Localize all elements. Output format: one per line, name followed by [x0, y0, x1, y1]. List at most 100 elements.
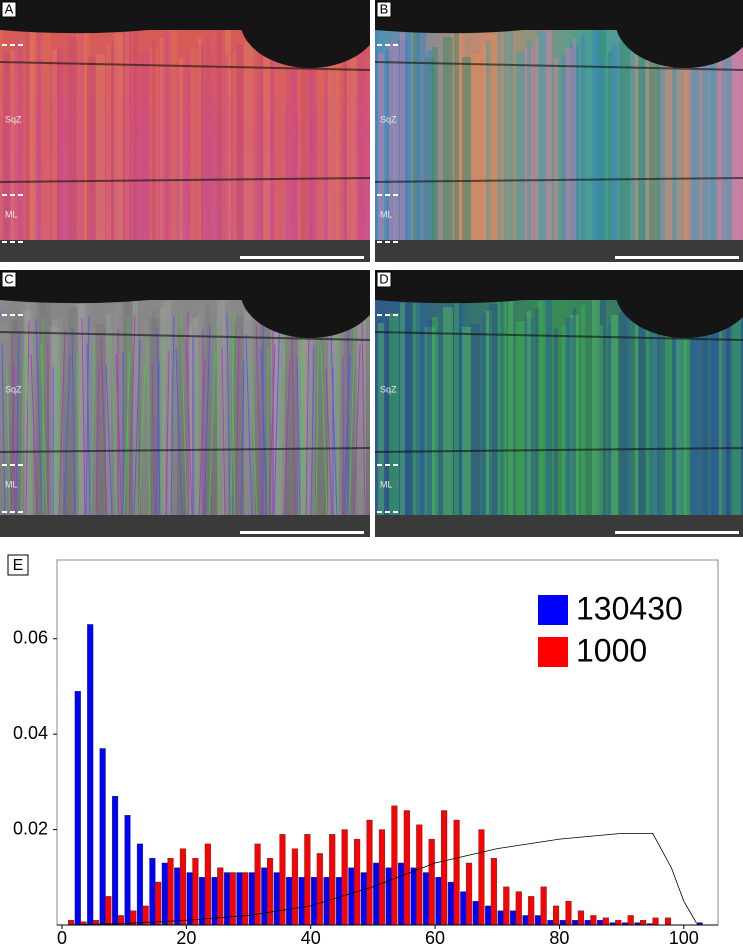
legend-label: 130430 — [576, 590, 683, 626]
boundary — [255, 323, 263, 518]
grain — [608, 322, 612, 537]
bar — [559, 920, 566, 926]
bar — [534, 915, 541, 926]
grain — [703, 316, 714, 537]
grain — [424, 57, 435, 262]
boundary — [301, 322, 306, 518]
bar — [99, 748, 106, 926]
grain — [206, 305, 210, 532]
grain — [451, 34, 462, 256]
bar — [279, 834, 286, 926]
boundary — [235, 335, 240, 518]
grain — [179, 58, 183, 262]
boundary — [231, 337, 236, 518]
boundary — [53, 364, 61, 518]
bar — [298, 877, 305, 926]
grain — [57, 47, 63, 262]
boundary — [133, 339, 141, 518]
grain — [708, 43, 711, 262]
scan-line — [375, 61, 743, 71]
grain — [462, 57, 471, 262]
scan-line — [375, 177, 743, 183]
dark-blob — [240, 0, 370, 68]
grain — [225, 325, 228, 537]
grain — [711, 306, 717, 533]
bar — [503, 886, 510, 926]
grain — [79, 27, 84, 249]
grain — [681, 26, 684, 248]
grain — [516, 321, 525, 537]
boundary — [185, 338, 193, 518]
bar — [273, 872, 280, 926]
panel-label: C — [4, 271, 13, 286]
x-tick-label: 40 — [301, 928, 321, 945]
image-panel: SqZ ML D — [375, 270, 743, 537]
bar — [435, 877, 442, 926]
panel-image — [0, 270, 370, 537]
grain — [68, 37, 78, 259]
grain — [263, 22, 270, 244]
grain — [217, 25, 225, 247]
image-panel: SqZ ML C — [0, 270, 370, 537]
grain — [152, 41, 156, 262]
grain — [133, 291, 138, 518]
boundary — [291, 332, 296, 518]
grain — [405, 300, 411, 527]
grain — [486, 311, 492, 537]
bar — [465, 862, 473, 926]
grain — [187, 55, 192, 262]
panel-label-box — [1, 271, 17, 288]
grain — [719, 33, 726, 255]
boundary — [85, 315, 90, 518]
grain — [665, 39, 672, 261]
boundary — [58, 329, 66, 518]
boundary — [325, 368, 333, 518]
grain — [84, 294, 90, 521]
grain — [497, 301, 507, 528]
bar — [341, 829, 348, 926]
boundary — [25, 320, 30, 518]
grain — [635, 299, 639, 526]
grain — [470, 324, 480, 537]
bar — [105, 896, 112, 926]
grain — [611, 45, 618, 262]
grain — [52, 320, 57, 537]
grain — [317, 326, 324, 537]
grain — [333, 43, 336, 262]
grain — [244, 312, 252, 537]
grain — [681, 296, 684, 523]
grain — [500, 294, 504, 521]
grain — [581, 35, 585, 257]
grain — [95, 324, 105, 537]
bar — [403, 810, 410, 926]
grain — [570, 45, 579, 262]
grain — [41, 20, 51, 242]
dark-edge — [0, 270, 240, 304]
grain — [190, 318, 198, 537]
bar — [167, 858, 174, 926]
boundary — [110, 328, 118, 518]
grain — [459, 24, 465, 246]
grain — [646, 329, 654, 537]
boundary — [361, 317, 366, 518]
grain — [333, 313, 336, 537]
grain — [676, 29, 687, 251]
grain — [427, 50, 432, 262]
boundary — [343, 354, 351, 518]
grain — [489, 34, 498, 256]
bar — [124, 815, 131, 926]
grain — [543, 298, 552, 525]
bar — [242, 872, 249, 926]
grain — [179, 328, 183, 537]
grain — [611, 315, 618, 537]
bar — [291, 848, 298, 926]
grain — [233, 52, 237, 262]
grain — [317, 56, 324, 262]
boundary — [260, 348, 268, 518]
boundary — [71, 327, 76, 518]
bar — [627, 915, 634, 926]
grain — [344, 33, 351, 255]
bar — [217, 867, 224, 926]
boundary — [330, 333, 338, 518]
grain — [638, 292, 645, 519]
